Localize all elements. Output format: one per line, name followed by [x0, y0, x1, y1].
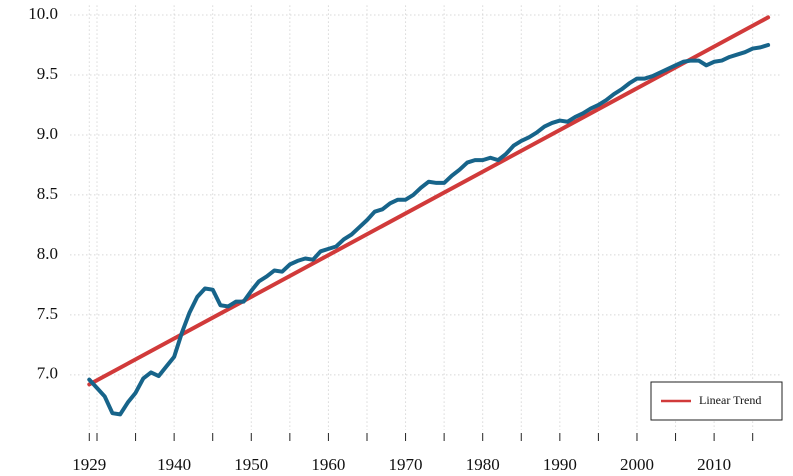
x-tick-label: 1960: [311, 455, 345, 474]
x-tick-label: 1970: [389, 455, 423, 474]
x-tick-label: 2000: [620, 455, 654, 474]
data-line: [87, 42, 771, 417]
legend-label: Linear Trend: [699, 393, 761, 407]
x-tick-label: 1929: [72, 455, 106, 474]
x-tick-label: 1940: [157, 455, 191, 474]
x-tick-label: 1990: [543, 455, 577, 474]
y-tick-label: 7.5: [37, 304, 58, 323]
x-tick-label: 2010: [697, 455, 731, 474]
y-tick-label: 9.5: [37, 64, 58, 83]
y-tick-label: 10.0: [28, 4, 58, 23]
x-tick-label: 1950: [234, 455, 268, 474]
x-tick-label: 1980: [466, 455, 500, 474]
y-tick-label: 8.0: [37, 244, 58, 263]
y-tick-label: 8.5: [37, 184, 58, 203]
data-line: [87, 15, 771, 387]
y-tick-label: 9.0: [37, 124, 58, 143]
y-tick-label: 7.0: [37, 364, 58, 383]
